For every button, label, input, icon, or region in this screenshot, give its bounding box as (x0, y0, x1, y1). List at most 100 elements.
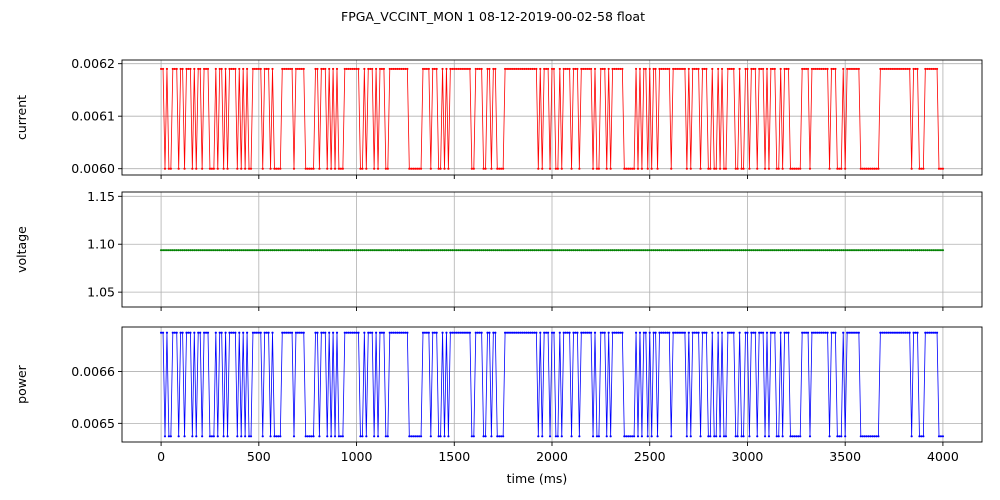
current-point (910, 167, 913, 170)
power-panel: 0.0065 0.0066 0 500 1000 1500 2000 2500 3000 3500… (14, 326, 983, 486)
x-axis-label: time (ms) (507, 471, 568, 486)
power-point (482, 435, 485, 438)
power-point (513, 331, 516, 334)
power-point (634, 331, 638, 334)
power-point (421, 331, 425, 334)
voltage-point (658, 249, 661, 252)
current-point (543, 67, 546, 71)
voltage-point (414, 249, 417, 252)
power-point (830, 331, 833, 334)
current-point (941, 167, 945, 170)
voltage-point (431, 249, 434, 252)
voltage-point (318, 249, 321, 252)
voltage-point (288, 249, 292, 252)
current-point (457, 67, 460, 71)
power-point (201, 435, 204, 438)
power-point (298, 331, 301, 334)
current-point (269, 167, 272, 170)
power-point (419, 435, 423, 438)
power-point (834, 331, 837, 334)
current-point (171, 67, 174, 71)
current-point (296, 67, 300, 71)
power-point (277, 435, 280, 438)
voltage-point (361, 249, 364, 252)
voltage-point (201, 249, 204, 252)
power-point (242, 331, 245, 334)
voltage-point (744, 249, 747, 252)
power-point (724, 435, 728, 438)
power-point (689, 435, 692, 438)
power-point (750, 331, 753, 334)
voltage-point (300, 249, 303, 252)
current-point (568, 67, 571, 71)
voltage-point (509, 249, 513, 252)
voltage-point (824, 249, 827, 252)
voltage-point (746, 249, 749, 252)
voltage-point (570, 249, 573, 252)
voltage-point (167, 249, 171, 252)
voltage-point (648, 249, 651, 252)
power-point (394, 331, 397, 334)
voltage-point (482, 249, 485, 252)
voltage-point (425, 249, 429, 252)
current-point (177, 167, 180, 170)
voltage-point (298, 249, 301, 252)
power-point (255, 331, 258, 334)
power-point (498, 435, 501, 438)
voltage-point (543, 249, 546, 252)
voltage-point (253, 249, 257, 252)
power-point (904, 331, 907, 334)
voltage-point (189, 249, 192, 252)
power-point (761, 331, 765, 334)
voltage-ytick-label: 1.15 (87, 189, 115, 204)
current-point (720, 67, 724, 71)
current-point (887, 67, 890, 71)
current-ylabel: current (14, 95, 29, 140)
current-point (922, 167, 925, 170)
voltage-point (490, 249, 493, 252)
current-point (631, 167, 634, 170)
voltage-point (525, 249, 528, 252)
current-point (623, 167, 626, 170)
current-point (173, 67, 176, 71)
current-point (713, 167, 716, 170)
voltage-point (353, 249, 356, 252)
voltage-point (533, 249, 536, 252)
voltage-point (828, 249, 831, 252)
voltage-point (281, 249, 284, 252)
voltage-point (273, 249, 276, 252)
voltage-point (883, 249, 886, 252)
power-point (877, 435, 880, 438)
voltage-point (632, 249, 636, 252)
voltage-point (623, 249, 626, 252)
power-point (541, 435, 544, 438)
power-point (161, 331, 165, 334)
voltage-point (212, 249, 215, 252)
current-point (832, 67, 835, 71)
voltage-point (562, 249, 565, 252)
power-point (666, 331, 669, 334)
power-point (435, 331, 438, 334)
current-point (165, 67, 169, 71)
power-point (253, 331, 257, 334)
power-point (455, 331, 458, 334)
power-point (820, 331, 823, 334)
current-point (212, 167, 215, 170)
current-point (599, 67, 602, 71)
current-point (416, 167, 419, 170)
current-point (926, 67, 929, 71)
current-point (933, 67, 937, 71)
voltage-point (699, 249, 702, 252)
current-point (531, 67, 534, 71)
current-point (328, 67, 331, 71)
current-point (763, 167, 767, 170)
power-point (245, 331, 249, 334)
voltage-point (466, 249, 470, 252)
voltage-point (738, 249, 741, 252)
voltage-point (527, 249, 530, 252)
voltage-point (245, 249, 249, 252)
power-point (769, 331, 773, 334)
current-point (181, 67, 184, 71)
power-point (787, 331, 790, 334)
power-point (302, 331, 305, 334)
